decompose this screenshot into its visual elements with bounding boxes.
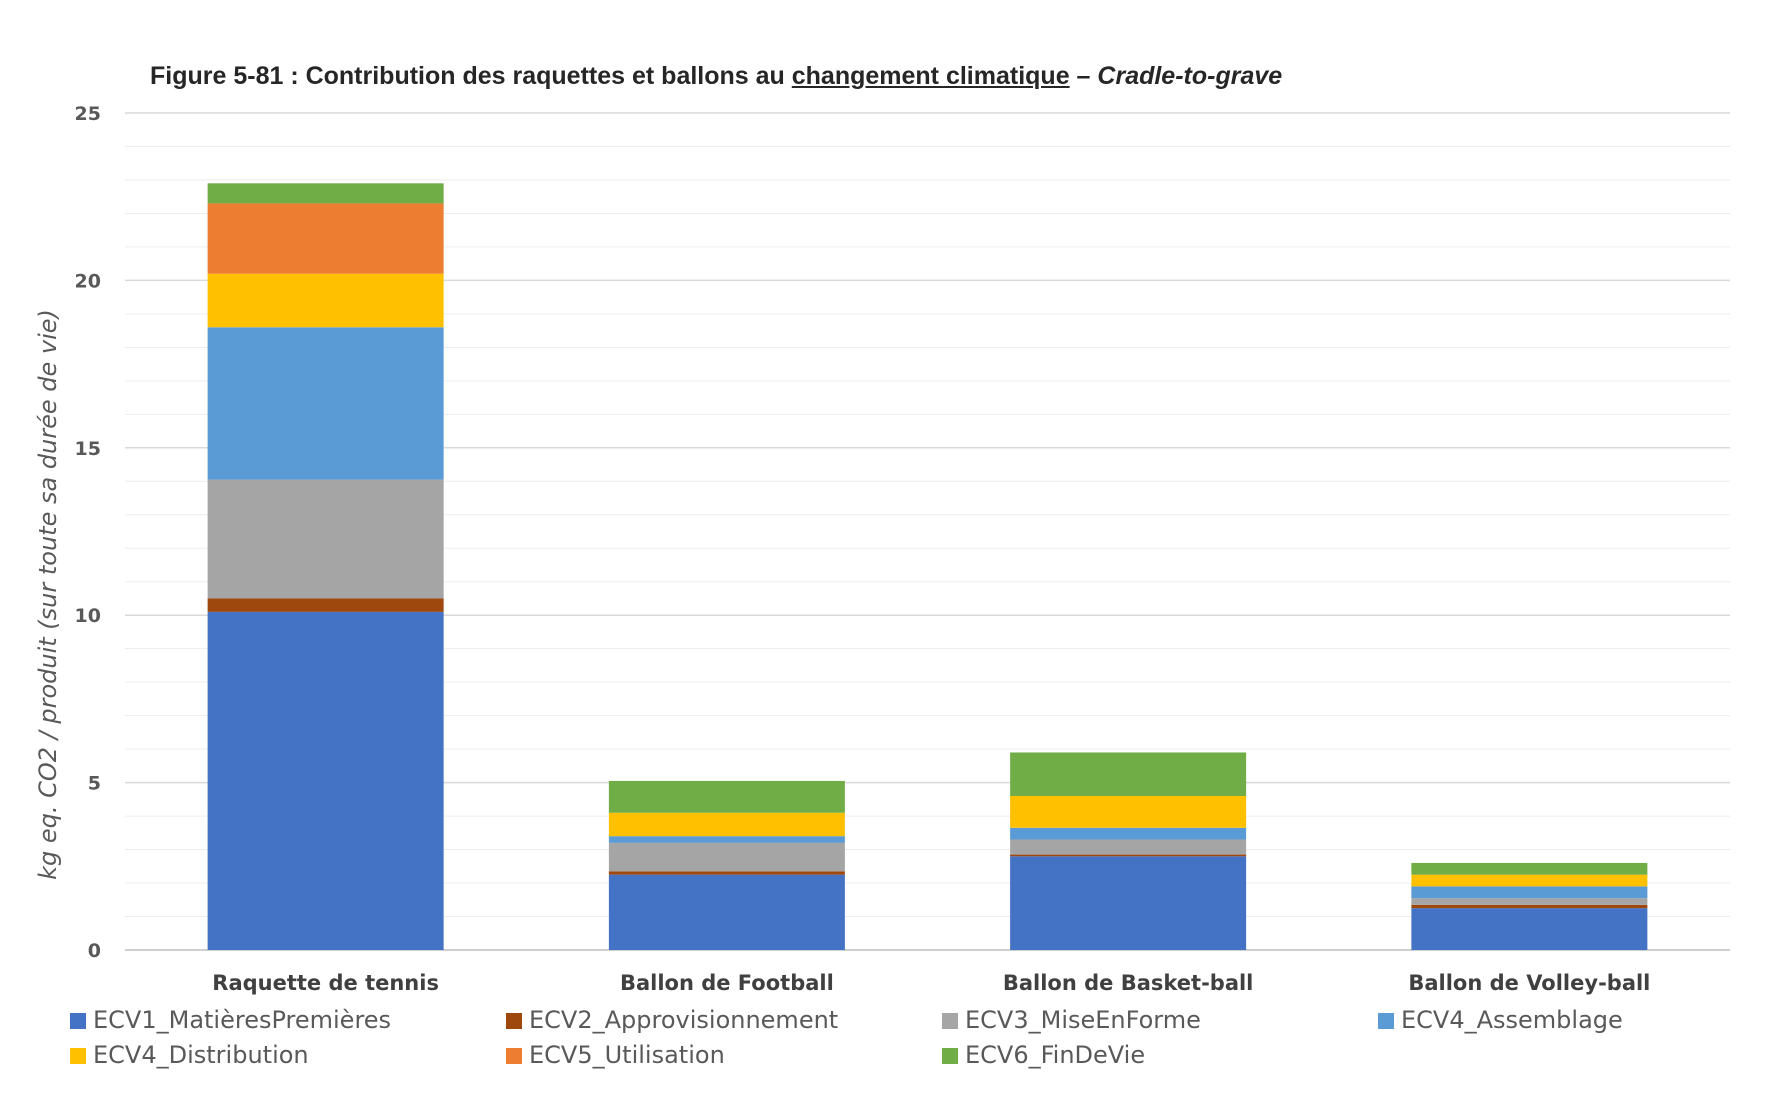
bar-segment	[1010, 854, 1247, 857]
legend-label: ECV4_Distribution	[93, 1041, 309, 1069]
legend-label: ECV4_Assemblage	[1401, 1006, 1623, 1034]
bar-segment	[608, 836, 845, 843]
title-underlined: changement climatique	[791, 62, 1070, 90]
bar-segment	[207, 183, 444, 204]
bar-segment	[1010, 752, 1247, 796]
y-tick-label: 5	[88, 773, 101, 795]
bar-segment	[608, 842, 845, 872]
bar-segment	[1010, 839, 1247, 855]
title-prefix: Figure 5-81 : Contribution des raquettes…	[150, 62, 792, 90]
legend-swatch	[1378, 1013, 1394, 1029]
bar-segment	[207, 273, 444, 328]
y-tick-label: 15	[75, 438, 101, 460]
bar-segment	[1010, 827, 1247, 840]
legend-label: ECV3_MiseEnForme	[965, 1006, 1201, 1034]
bar-segment	[1010, 795, 1247, 828]
bar-segment	[1411, 874, 1648, 887]
bar-segment	[608, 871, 845, 875]
x-category-label: Raquette de tennis	[212, 971, 439, 995]
y-tick-label: 0	[88, 940, 101, 962]
legend-label: ECV2_Approvisionnement	[529, 1006, 838, 1034]
y-tick-label: 10	[75, 605, 101, 627]
bar-segment	[1411, 886, 1648, 899]
x-category-label: Ballon de Football	[620, 971, 834, 995]
bar-segment	[608, 780, 845, 813]
legend-swatch	[70, 1013, 86, 1029]
legend-label: ECV6_FinDeVie	[965, 1041, 1145, 1069]
legend-swatch	[942, 1013, 958, 1029]
chart-title: Figure 5-81 : Contribution des raquettes…	[150, 62, 1282, 91]
y-axis-label: kg eq. CO2 / produit (sur toute sa durée…	[34, 309, 62, 880]
legend-swatch	[506, 1013, 522, 1029]
legend-label: ECV1_MatièresPremières	[93, 1006, 391, 1034]
y-tick-label: 25	[75, 103, 101, 125]
legend-swatch	[506, 1048, 522, 1064]
bar-segment	[1411, 862, 1648, 875]
bar-segment	[1411, 898, 1648, 905]
x-category-label: Ballon de Volley-ball	[1408, 971, 1650, 995]
y-tick-label: 20	[75, 270, 101, 292]
legend-label: ECV5_Utilisation	[529, 1041, 725, 1069]
title-italic: Cradle-to-grave	[1097, 62, 1283, 90]
bar-segment	[1411, 908, 1648, 950]
legend-swatch	[70, 1048, 86, 1064]
bar-segment	[1010, 856, 1247, 950]
bar-segment	[207, 611, 444, 950]
bar-segment	[207, 479, 444, 599]
title-dash: –	[1069, 62, 1098, 90]
bar-segment	[1411, 904, 1648, 909]
legend-swatch	[942, 1048, 958, 1064]
x-category-label: Ballon de Basket-ball	[1003, 971, 1254, 995]
bar-segment	[207, 203, 444, 274]
bar-segment	[608, 874, 845, 950]
bar-segment	[608, 812, 845, 837]
bar-segment	[207, 327, 444, 480]
bar-segment	[207, 598, 444, 612]
